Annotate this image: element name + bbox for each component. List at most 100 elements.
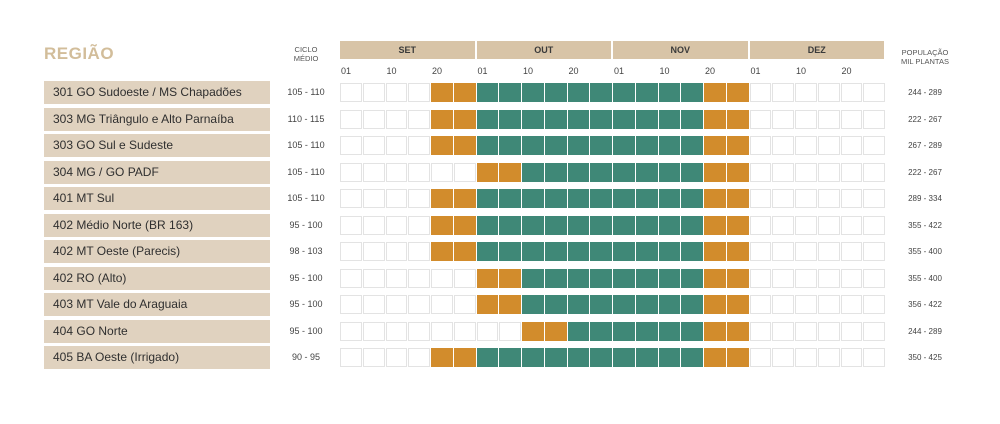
- preferred-period-cell: [681, 321, 703, 341]
- empty-period-cell: [408, 109, 430, 129]
- empty-period-cell: [772, 136, 794, 155]
- marginal-period-cell: [704, 295, 726, 314]
- ciclo-value: 105 - 110: [287, 166, 325, 177]
- empty-period-cell: [385, 348, 408, 367]
- empty-period-cell: [385, 83, 408, 102]
- empty-period-cell: [795, 162, 817, 182]
- empty-period-cell: [795, 136, 817, 155]
- empty-period-cell: [863, 109, 885, 129]
- empty-period-cell: [362, 136, 385, 155]
- preferred-period-cell: [658, 136, 681, 155]
- preferred-period-cell: [681, 348, 703, 367]
- preferred-period-cell: [613, 348, 635, 367]
- empty-period-cell: [749, 321, 772, 341]
- preferred-period-cell: [544, 189, 567, 208]
- empty-period-cell: [817, 215, 840, 235]
- preferred-period-cell: [681, 136, 703, 155]
- pop-header-line-1: POPULAÇÃO: [901, 48, 949, 57]
- preferred-period-cell: [590, 268, 612, 288]
- empty-period-cell: [499, 321, 521, 341]
- ciclo-value: 90 - 95: [291, 352, 321, 362]
- empty-period-cell: [795, 268, 817, 288]
- preferred-period-cell: [613, 268, 635, 288]
- preferred-period-cell: [567, 268, 590, 288]
- preferred-period-cell: [613, 109, 635, 129]
- preferred-period-cell: [476, 109, 499, 129]
- empty-period-cell: [362, 242, 385, 261]
- preferred-period-cell: [544, 109, 567, 129]
- preferred-period-cell: [635, 136, 658, 155]
- month-header-set: SET: [340, 41, 475, 59]
- preferred-period-cell: [544, 162, 567, 182]
- empty-period-cell: [385, 215, 408, 235]
- empty-period-cell: [362, 162, 385, 182]
- marginal-period-cell: [704, 268, 726, 288]
- preferred-period-cell: [590, 136, 612, 155]
- marginal-period-cell: [453, 189, 476, 208]
- populacao-value: 244 - 289: [908, 88, 942, 97]
- preferred-period-cell: [681, 215, 703, 235]
- empty-period-cell: [385, 189, 408, 208]
- marginal-period-cell: [453, 242, 476, 261]
- marginal-period-cell: [726, 109, 749, 129]
- preferred-period-cell: [658, 242, 681, 261]
- preferred-period-cell: [567, 83, 590, 102]
- day-tick-label: 20: [568, 66, 579, 76]
- preferred-period-cell: [635, 321, 658, 341]
- empty-period-cell: [795, 348, 817, 367]
- empty-period-cell: [840, 348, 863, 367]
- empty-period-cell: [385, 109, 408, 129]
- preferred-period-cell: [476, 136, 499, 155]
- empty-period-cell: [453, 321, 476, 341]
- ciclo-medio-header: CICLO MÉDIO: [280, 45, 332, 63]
- preferred-period-cell: [522, 242, 544, 261]
- marginal-period-cell: [726, 83, 749, 102]
- empty-period-cell: [385, 295, 408, 314]
- empty-period-cell: [772, 189, 794, 208]
- empty-period-cell: [362, 268, 385, 288]
- ciclo-value: 98 - 103: [289, 246, 323, 256]
- empty-period-cell: [431, 162, 453, 182]
- empty-period-cell: [863, 215, 885, 235]
- day-tick-label: 20: [841, 66, 852, 76]
- preferred-period-cell: [635, 268, 658, 288]
- marginal-period-cell: [499, 268, 521, 288]
- preferred-period-cell: [567, 162, 590, 182]
- preferred-period-cell: [590, 242, 612, 261]
- marginal-period-cell: [431, 242, 453, 261]
- preferred-period-cell: [544, 295, 567, 314]
- empty-period-cell: [817, 268, 840, 288]
- empty-period-cell: [863, 242, 885, 261]
- empty-period-cell: [340, 242, 362, 261]
- preferred-period-cell: [613, 321, 635, 341]
- empty-period-cell: [863, 268, 885, 288]
- empty-period-cell: [772, 321, 794, 341]
- preferred-period-cell: [476, 83, 499, 102]
- marginal-period-cell: [704, 348, 726, 367]
- preferred-period-cell: [635, 83, 658, 102]
- marginal-period-cell: [431, 189, 453, 208]
- empty-period-cell: [863, 162, 885, 182]
- marginal-period-cell: [726, 136, 749, 155]
- empty-period-cell: [795, 109, 817, 129]
- marginal-period-cell: [704, 136, 726, 155]
- pop-header-line-2: MIL PLANTAS: [901, 57, 949, 66]
- month-header-nov: NOV: [613, 41, 748, 59]
- empty-period-cell: [840, 321, 863, 341]
- populacao-value: 222 - 267: [908, 167, 942, 177]
- marginal-period-cell: [476, 268, 499, 288]
- populacao-value: 355 - 400: [908, 273, 942, 283]
- empty-period-cell: [431, 268, 453, 288]
- preferred-period-cell: [590, 348, 612, 367]
- empty-period-cell: [863, 136, 885, 155]
- empty-period-cell: [749, 295, 772, 314]
- empty-period-cell: [772, 295, 794, 314]
- ciclo-value: 95 - 100: [289, 272, 323, 283]
- populacao-value: 350 - 425: [908, 353, 942, 362]
- preferred-period-cell: [681, 242, 703, 261]
- empty-period-cell: [385, 162, 408, 182]
- preferred-period-cell: [544, 215, 567, 235]
- empty-period-cell: [817, 109, 840, 129]
- region-label: 403 MT Vale do Araguaia: [44, 293, 270, 316]
- marginal-period-cell: [544, 321, 567, 341]
